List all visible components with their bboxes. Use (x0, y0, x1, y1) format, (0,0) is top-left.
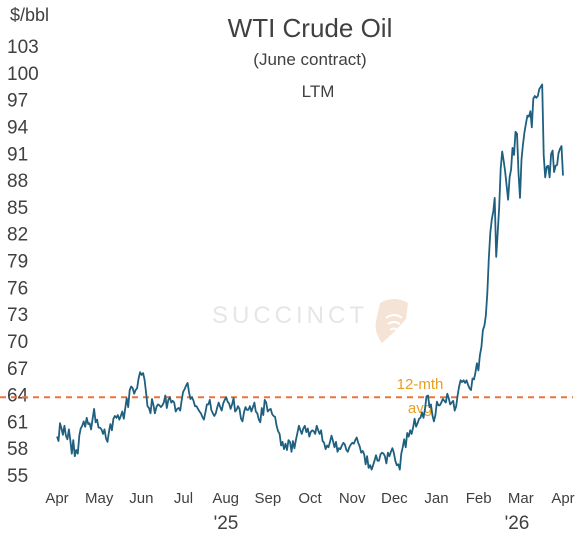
watermark: SUCCINCT (212, 299, 408, 343)
y-tick-label: 76 (7, 278, 28, 299)
y-axis-ticks: 55 58 61 64 67 70 73 76 79 82 85 88 91 94 97 100 103 (7, 37, 39, 487)
watermark-text: SUCCINCT (212, 302, 368, 329)
x-tick-label: Jul (174, 490, 193, 507)
watermark-logo-icon (375, 299, 408, 343)
y-tick-label: 79 (7, 252, 28, 273)
y-tick-label: 73 (7, 305, 28, 326)
x-tick-label: Aug (212, 490, 239, 507)
x-tick-label: Feb (466, 490, 492, 507)
y-tick-label: 91 (7, 144, 28, 165)
x-tick-label: Apr (45, 490, 68, 507)
chart-subtitle: (June contract) (253, 50, 366, 69)
average-label-line1: 12-mth (397, 376, 444, 393)
y-tick-label: 67 (7, 359, 28, 380)
y-tick-label: 85 (7, 198, 28, 219)
x-axis-year-labels: '25 '26 (214, 513, 530, 534)
x-tick-label: Jun (129, 490, 153, 507)
y-tick-label: 94 (7, 117, 29, 138)
year-label: '26 (505, 513, 530, 534)
y-tick-label: 61 (7, 412, 28, 433)
wti-price-line (56, 83, 564, 471)
y-tick-label: 70 (7, 332, 28, 353)
y-tick-label: 82 (7, 225, 28, 246)
x-tick-label: Sep (254, 490, 281, 507)
y-tick-label: 55 (7, 466, 28, 487)
y-tick-label: 97 (7, 91, 28, 112)
chart-title: WTI Crude Oil (228, 13, 393, 43)
x-tick-label: Oct (298, 490, 322, 507)
x-tick-label: Nov (339, 490, 366, 507)
x-tick-label: Mar (508, 490, 534, 507)
x-tick-label: May (85, 490, 114, 507)
y-tick-label: 103 (7, 37, 39, 58)
period-label: LTM (302, 82, 335, 101)
y-tick-label: 64 (7, 386, 29, 407)
x-tick-label: Jan (424, 490, 448, 507)
x-axis-ticks: Apr May Jun Jul Aug Sep Oct Nov Dec Jan Feb Mar Apr (45, 490, 574, 507)
y-tick-label: 88 (7, 171, 28, 192)
x-tick-label: Dec (381, 490, 408, 507)
x-tick-label: Apr (551, 490, 574, 507)
year-label: '25 (214, 513, 239, 534)
y-axis-unit: $/bbl (10, 5, 49, 25)
y-tick-label: 58 (7, 439, 28, 460)
y-tick-label: 100 (7, 64, 39, 85)
